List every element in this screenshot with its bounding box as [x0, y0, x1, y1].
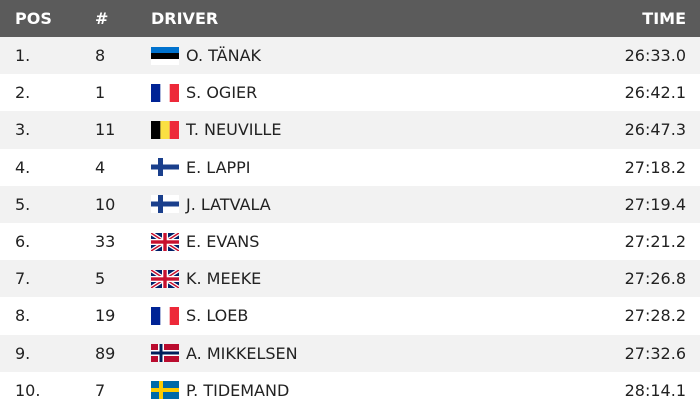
position-cell: 3.	[15, 120, 31, 140]
driver-cell: E. EVANS	[186, 232, 260, 252]
number-cell: 33	[95, 232, 116, 252]
header-cell: DRIVER	[151, 9, 219, 28]
table-row: 8. 19 S. LOEB 27:28.2	[0, 297, 700, 335]
number-cell: 11	[95, 120, 116, 140]
flag-icon	[151, 46, 179, 65]
time-cell: 27:18.2	[624, 157, 686, 177]
table-row: 3. 11 T. NEUVILLE 26:47.3	[0, 111, 700, 149]
driver-cell: K. MEEKE	[186, 269, 262, 289]
flag-icon	[151, 120, 179, 139]
flag-icon	[151, 306, 179, 325]
header-row: POS # DRIVER TIME	[0, 0, 700, 37]
driver-cell: E. LAPPI	[186, 157, 251, 177]
table-row: 6. 33 E. EVANS 27:21.2	[0, 223, 700, 261]
position-cell: 8.	[15, 306, 31, 326]
number-cell: 19	[95, 306, 116, 326]
header-cell: POS	[15, 9, 52, 28]
position-cell: 6.	[15, 232, 31, 252]
number-cell: 5	[95, 269, 106, 289]
driver-cell: S. LOEB	[186, 306, 249, 326]
flag-icon	[151, 232, 179, 251]
number-cell: 10	[95, 194, 116, 214]
time-cell: 27:28.2	[624, 306, 686, 326]
header-cell: TIME	[642, 9, 686, 28]
driver-cell: T. NEUVILLE	[186, 120, 282, 140]
table-row: 10. 7 P. TIDEMAND 28:14.1	[0, 371, 700, 409]
number-cell: 1	[95, 83, 106, 103]
number-cell: 89	[95, 343, 116, 363]
time-cell: 28:14.1	[624, 380, 686, 400]
number-cell: 4	[95, 157, 106, 177]
position-cell: 10.	[15, 380, 41, 400]
time-cell: 26:33.0	[624, 46, 686, 66]
time-cell: 26:47.3	[624, 120, 686, 140]
position-cell: 7.	[15, 269, 31, 289]
driver-cell: S. OGIER	[186, 83, 258, 103]
time-cell: 26:42.1	[624, 83, 686, 103]
driver-cell: P. TIDEMAND	[186, 380, 290, 400]
position-cell: 9.	[15, 343, 31, 363]
position-cell: 1.	[15, 46, 31, 66]
driver-cell: A. MIKKELSEN	[186, 343, 298, 363]
time-cell: 27:19.4	[624, 194, 686, 214]
flag-icon	[151, 381, 179, 400]
time-cell: 27:21.2	[624, 232, 686, 252]
number-cell: 7	[95, 380, 106, 400]
number-cell: 8	[95, 46, 106, 66]
flag-icon	[151, 344, 179, 363]
table-row: 5. 10 J. LATVALA 27:19.4	[0, 185, 700, 223]
flag-icon	[151, 195, 179, 214]
flag-icon	[151, 269, 179, 288]
header-cell: #	[95, 9, 109, 28]
position-cell: 5.	[15, 194, 31, 214]
driver-cell: J. LATVALA	[186, 194, 271, 214]
time-cell: 27:32.6	[624, 343, 686, 363]
table-row: 2. 1 S. OGIER 26:42.1	[0, 74, 700, 112]
table-row: 7. 5 K. MEEKE 27:26.8	[0, 260, 700, 298]
position-cell: 4.	[15, 157, 31, 177]
table-row: 4. 4 E. LAPPI 27:18.2	[0, 148, 700, 186]
time-cell: 27:26.8	[624, 269, 686, 289]
position-cell: 2.	[15, 83, 31, 103]
flag-icon	[151, 83, 179, 102]
table-row: 1. 8 O. TÄNAK 26:33.0	[0, 37, 700, 75]
table-row: 9. 89 A. MIKKELSEN 27:32.6	[0, 334, 700, 372]
driver-cell: O. TÄNAK	[186, 46, 261, 66]
flag-icon	[151, 158, 179, 177]
